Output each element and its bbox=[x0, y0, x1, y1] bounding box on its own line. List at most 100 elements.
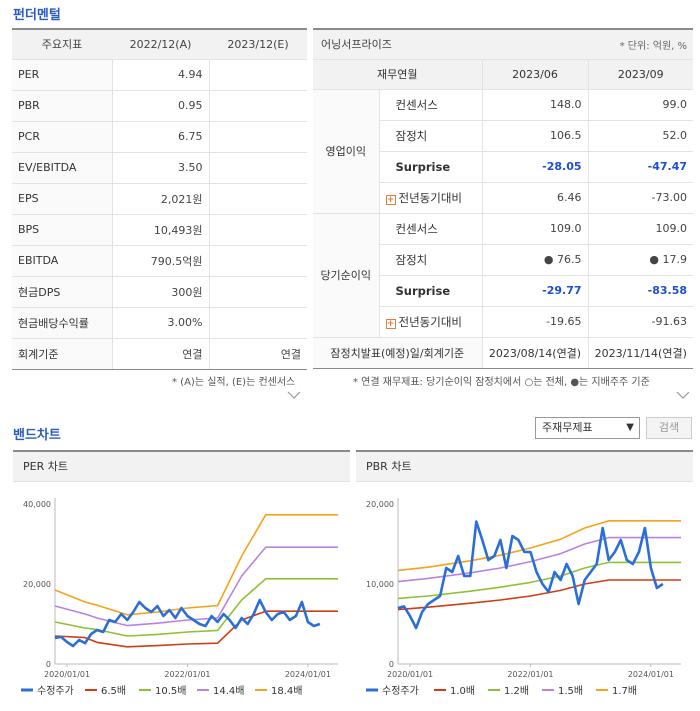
fundamental-cell-v1: 10,493원 bbox=[112, 214, 210, 246]
earnings-yoy-toggle[interactable]: + 전년동기대비 bbox=[379, 182, 483, 214]
fundamental-header-2022: 2022/12(A) bbox=[112, 28, 209, 60]
pbr-chart-panel: PBR 차트 0 10,000 20,000 2020/01/01 2022/01/01… bbox=[356, 450, 693, 708]
earnings-value-v1: 148.0 bbox=[482, 89, 589, 121]
y-tick-label: 20,000 bbox=[366, 500, 394, 509]
financial-statement-select[interactable]: 주재무제표 ▼ bbox=[535, 417, 640, 439]
fundamental-row: PER 4.94 bbox=[12, 59, 307, 91]
fundamental-row: PCR 6.75 bbox=[12, 121, 307, 153]
expand-plus-icon[interactable]: + bbox=[385, 194, 396, 205]
series-line-2 bbox=[397, 561, 681, 600]
series-line-3 bbox=[397, 536, 681, 583]
fundamental-row: PBR 0.95 bbox=[12, 90, 307, 122]
fundamental-cell-v2 bbox=[209, 121, 307, 153]
y-tick-label: 0 bbox=[389, 660, 394, 669]
earnings-yoy-toggle[interactable]: + 전년동기대비 bbox=[379, 306, 483, 338]
financial-statement-select-value: 주재무제표 bbox=[542, 421, 593, 434]
fundamental-cell-v1: 790.5억원 bbox=[112, 245, 210, 277]
series-line-1 bbox=[397, 579, 681, 611]
fundamental-cell-v1: 3.50 bbox=[112, 152, 210, 184]
series-line-3 bbox=[54, 546, 338, 627]
earnings-row: 영업이익 컨센서스 148.0 99.0 bbox=[313, 89, 694, 214]
fundamental-cell-v1: 4.94 bbox=[112, 59, 210, 91]
fundamental-cell-label: EV/EBITDA bbox=[12, 152, 113, 184]
fundamental-row: 현금배당수익률 3.00% bbox=[12, 307, 307, 339]
search-button[interactable]: 검색 bbox=[646, 417, 692, 439]
earnings-row: 당기순이익 컨센서스 109.0 109.0 bbox=[313, 213, 694, 338]
earnings-group-label: 영업이익 bbox=[313, 89, 380, 214]
fundamental-cell-label: EBITDA bbox=[12, 245, 113, 277]
fundamental-cell-v1: 300원 bbox=[112, 276, 210, 308]
pbr-band-chart: 0 10,000 20,000 2020/01/01 2022/01/01 2024/01… bbox=[366, 498, 681, 697]
fundamental-table: 주요지표 2022/12(A) 2023/12(E) PER 4.94 PBR 0.9… bbox=[12, 28, 307, 370]
earnings-row: + 전년동기대비 -19.65 -91.63 bbox=[313, 306, 694, 338]
fundamental-cell-v2 bbox=[209, 276, 307, 308]
fundamental-header-2023: 2023/12(E) bbox=[209, 28, 307, 60]
legend-label: 10.5배 bbox=[155, 685, 186, 697]
earnings-subheader-period: 재무연월 bbox=[313, 59, 483, 90]
series-line-2 bbox=[54, 578, 338, 637]
earnings-title: 어닝서프라이즈 bbox=[313, 28, 482, 60]
fundamental-expand-chevron-icon[interactable] bbox=[287, 391, 301, 399]
earnings-item-text: 잠정치 bbox=[395, 252, 428, 267]
earnings-item-text: 컨센서스 bbox=[395, 221, 438, 236]
fundamental-cell-v2: 연결 bbox=[209, 338, 307, 370]
earnings-item-label: Surprise bbox=[379, 275, 483, 307]
earnings-item-label: 잠정치 bbox=[379, 120, 483, 152]
fundamental-cell-v2 bbox=[209, 245, 307, 277]
expand-plus-icon[interactable]: + bbox=[385, 318, 396, 329]
earnings-row: 잠정치 106.5 52.0 bbox=[313, 120, 694, 152]
earnings-unit: * 단위: 억원, % bbox=[482, 28, 694, 60]
legend-label: 18.4배 bbox=[271, 685, 302, 697]
earnings-value-v2: 52.0 bbox=[588, 120, 694, 152]
fundamental-cell-v2 bbox=[209, 152, 307, 184]
earnings-item-text: 전년동기대비 bbox=[398, 314, 462, 329]
fundamental-cell-v1: 3.00% bbox=[112, 307, 210, 339]
legend-label: 1.7배 bbox=[612, 685, 637, 697]
earnings-value-v2: -47.47 bbox=[588, 151, 694, 183]
earnings-footer-v1: 2023/08/14(연결) bbox=[482, 337, 589, 369]
fundamental-cell-v1: 0.95 bbox=[112, 90, 210, 122]
earnings-value-v2: -91.63 bbox=[588, 306, 694, 338]
fundamental-cell-v2 bbox=[209, 183, 307, 215]
earnings-value-v1: 109.0 bbox=[482, 213, 589, 245]
fundamental-row: 회계기준 연결 연결 bbox=[12, 338, 307, 370]
pbr-chart-title: PBR 차트 bbox=[356, 452, 693, 482]
y-tick-label: 40,000 bbox=[23, 500, 51, 509]
y-tick-label: 0 bbox=[46, 660, 51, 669]
x-tick-label: 2022/01/01 bbox=[164, 670, 210, 679]
earnings-value-v1: ● 76.5 bbox=[482, 244, 589, 276]
fundamental-cell-label: PBR bbox=[12, 90, 113, 122]
fundamental-cell-label: PER bbox=[12, 59, 113, 91]
earnings-expand-chevron-icon[interactable] bbox=[676, 391, 690, 399]
fundamental-cell-v2 bbox=[209, 90, 307, 122]
earnings-value-v2: -83.58 bbox=[588, 275, 694, 307]
fundamental-title: 펀더멘털 bbox=[13, 8, 61, 23]
earnings-row: Surprise -28.05 -47.47 bbox=[313, 151, 694, 183]
earnings-item-text: Surprise bbox=[395, 283, 451, 298]
legend-label: 1.2배 bbox=[504, 685, 529, 697]
y-tick-label: 20,000 bbox=[23, 580, 51, 589]
earnings-value-v2: 99.0 bbox=[588, 89, 694, 121]
earnings-row: Surprise -29.77 -83.58 bbox=[313, 275, 694, 307]
earnings-value-v1: 106.5 bbox=[482, 120, 589, 152]
earnings-row: 잠정치 ● 76.5 ● 17.9 bbox=[313, 244, 694, 276]
fundamental-cell-label: 회계기준 bbox=[12, 338, 113, 370]
fundamental-cell-label: 현금DPS bbox=[12, 276, 113, 308]
earnings-subheader-2023-06: 2023/06 bbox=[482, 59, 589, 90]
earnings-value-v1: -28.05 bbox=[482, 151, 589, 183]
fundamental-cell-label: EPS bbox=[12, 183, 113, 215]
fundamental-row: 현금DPS 300원 bbox=[12, 276, 307, 308]
earnings-item-text: 컨센서스 bbox=[395, 97, 438, 112]
fundamental-header-indicator: 주요지표 bbox=[12, 28, 112, 60]
x-tick-label: 2024/01/01 bbox=[285, 670, 331, 679]
legend-label: 14.4배 bbox=[213, 685, 244, 697]
series-line-4 bbox=[397, 519, 681, 572]
earnings-value-v1: 6.46 bbox=[482, 182, 589, 214]
earnings-group-label: 당기순이익 bbox=[313, 213, 380, 338]
per-band-chart: 0 20,000 40,000 2020/01/01 2022/01/01 2024/01… bbox=[21, 498, 338, 697]
earnings-item-text: Surprise bbox=[395, 159, 451, 174]
earnings-row: + 전년동기대비 6.46 -73.00 bbox=[313, 182, 694, 214]
fundamental-cell-v2 bbox=[209, 214, 307, 246]
earnings-subheader-2023-09: 2023/09 bbox=[588, 59, 694, 90]
x-tick-label: 2024/01/01 bbox=[628, 670, 674, 679]
